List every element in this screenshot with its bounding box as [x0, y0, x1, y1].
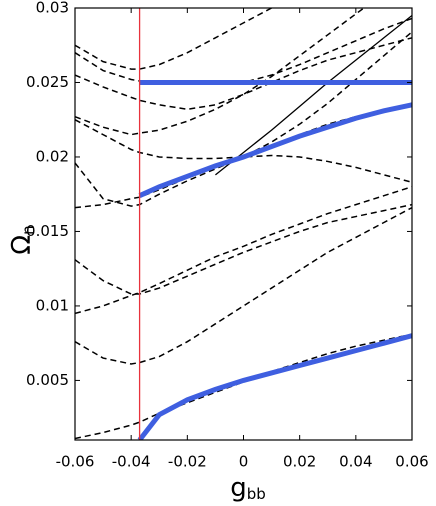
x-label-sub: bb — [247, 485, 266, 503]
y-axis-label: Ωn — [7, 225, 37, 254]
y-label-main: Ω — [7, 235, 37, 255]
y-tick-label: 0.015 — [26, 222, 69, 240]
y-label-sub: n — [19, 225, 37, 235]
series-line — [75, 206, 412, 365]
y-tick-label: 0.025 — [26, 73, 69, 91]
y-tick-label: 0.005 — [26, 371, 69, 389]
series-line — [75, 8, 274, 70]
series-line — [215, 14, 412, 176]
y-tick-label: 0.02 — [36, 147, 69, 165]
y-tick-label: 0.03 — [36, 0, 69, 17]
series-line — [75, 37, 412, 111]
series-line — [75, 119, 412, 184]
x-tick-label: 0.02 — [283, 453, 316, 471]
series-line — [75, 203, 412, 295]
plot-area — [75, 8, 412, 440]
x-tick-label: 0 — [239, 453, 249, 471]
y-tick-label: 0.01 — [36, 296, 69, 314]
series-line — [75, 8, 366, 136]
frame — [74, 7, 413, 441]
x-axis-label: gbb — [230, 473, 266, 503]
x-tick-label: -0.02 — [168, 453, 207, 471]
series-line — [138, 102, 412, 198]
series-line — [75, 186, 412, 315]
series-line — [137, 333, 412, 440]
x-tick-label: 0.04 — [339, 453, 372, 471]
x-tick-label: -0.04 — [112, 453, 151, 471]
x-tick-label: -0.06 — [56, 453, 95, 471]
x-tick-label: 0.06 — [395, 453, 428, 471]
x-label-main: g — [230, 473, 247, 503]
